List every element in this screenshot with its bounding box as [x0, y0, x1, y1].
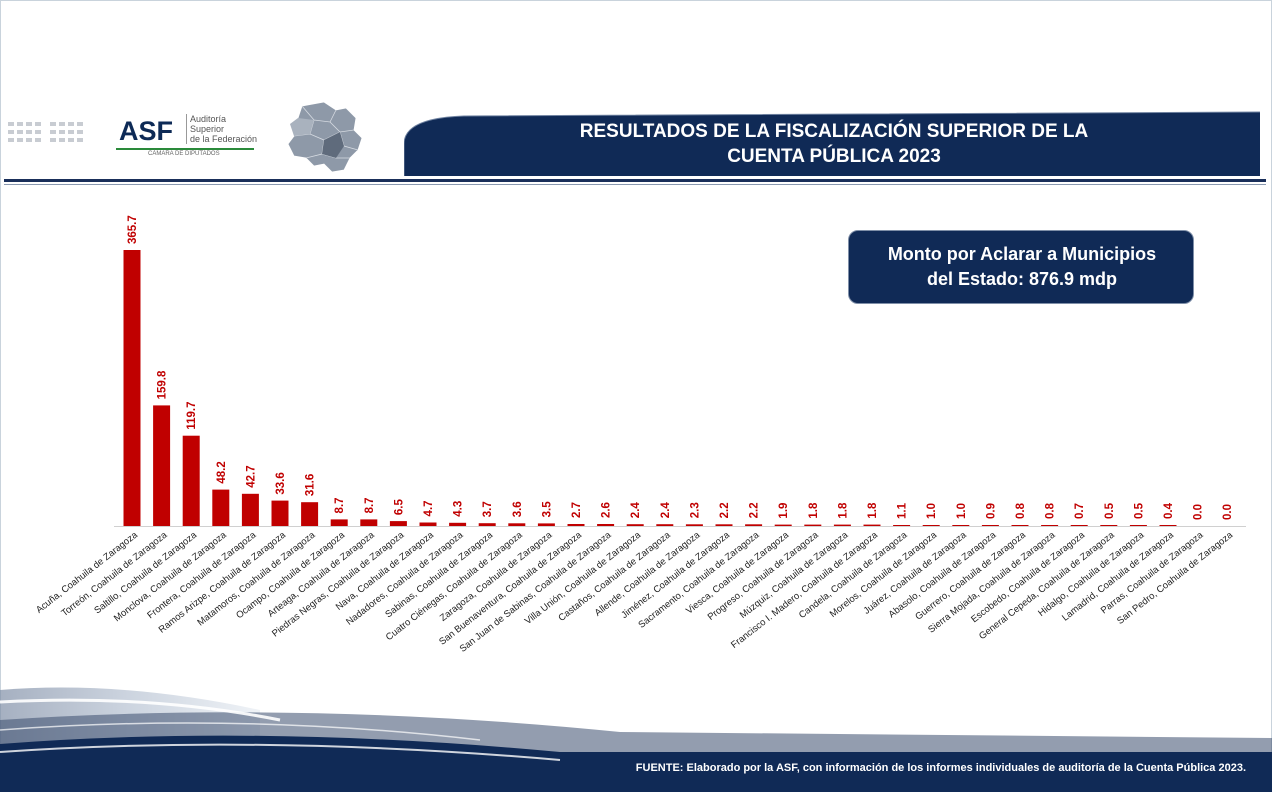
bar	[567, 524, 585, 526]
bar	[981, 525, 999, 526]
data-label: 2.2	[749, 502, 761, 518]
summary-box: Monto por Aclarar a Municipios del Estad…	[848, 230, 1194, 304]
data-label: 4.3	[453, 501, 465, 517]
bar	[241, 493, 259, 526]
data-label: 0.9	[985, 503, 997, 519]
data-label: 2.2	[719, 502, 731, 518]
data-label: 0.0	[1222, 504, 1234, 520]
bar	[597, 524, 615, 526]
asf-logo: ASF Auditoría Superior de la Federación …	[116, 110, 257, 160]
bar	[389, 521, 407, 526]
page-title-line: RESULTADOS DE LA FISCALIZACIÓN SUPERIOR …	[579, 121, 1089, 142]
bar	[685, 524, 703, 526]
bar	[301, 502, 319, 526]
bar	[449, 522, 467, 526]
bar	[715, 524, 733, 526]
bar	[893, 525, 911, 526]
bar	[774, 524, 792, 526]
bar	[745, 524, 763, 526]
data-label: 1.8	[837, 502, 849, 519]
data-label: 1.8	[808, 502, 820, 519]
data-label: 1.8	[867, 502, 879, 519]
data-label: 1.9	[778, 503, 790, 519]
header-divider-thin	[4, 184, 1266, 185]
asf-logo-name-line: Superior	[190, 124, 225, 134]
summary-text: Monto por Aclarar a Municipios del Estad…	[849, 242, 1195, 292]
data-label: 0.4	[1163, 502, 1175, 519]
bar	[656, 524, 674, 526]
bar	[360, 519, 378, 526]
data-label: 1.1	[897, 502, 909, 519]
data-label: 0.8	[1045, 502, 1057, 519]
bar	[626, 524, 644, 526]
data-label: 31.6	[305, 474, 317, 496]
data-label: 0.0	[1193, 504, 1205, 520]
data-label: 4.7	[423, 500, 435, 516]
bar	[952, 525, 970, 526]
data-label: 3.6	[512, 501, 524, 517]
bar	[508, 523, 526, 526]
data-label: 0.5	[1133, 502, 1145, 519]
data-label: 0.8	[1015, 502, 1027, 519]
page-title-line: CUENTA PÚBLICA 2023	[727, 146, 941, 167]
coahuila-map-icon	[287, 101, 363, 173]
data-label: 1.0	[926, 503, 938, 519]
bar	[1041, 525, 1059, 526]
bar	[271, 500, 289, 526]
data-label: 119.7	[186, 402, 198, 430]
bar	[330, 519, 348, 526]
bar	[863, 524, 881, 526]
data-label: 159.8	[157, 370, 169, 399]
data-label: 2.4	[660, 502, 672, 519]
asf-logo-name: Auditoría Superior de la Federación	[186, 114, 257, 144]
bar	[1159, 525, 1177, 526]
data-label: 3.7	[482, 501, 494, 517]
header-divider	[4, 179, 1266, 182]
asf-logo-subtitle: CÁMARA DE DIPUTADOS	[148, 151, 220, 157]
data-label: 365.7	[127, 215, 139, 244]
data-label: 48.2	[216, 461, 228, 483]
data-label: 2.3	[689, 502, 701, 518]
bar	[478, 523, 496, 526]
data-label: 8.7	[364, 497, 376, 513]
data-label: 2.6	[601, 502, 613, 518]
bar	[123, 250, 141, 526]
bar	[833, 524, 851, 526]
source-note: FUENTE: Elaborado por la ASF, con inform…	[635, 762, 1246, 774]
data-label: 6.5	[393, 499, 405, 516]
data-label: 33.6	[275, 472, 287, 494]
bar	[804, 524, 822, 526]
bar	[182, 435, 200, 526]
data-label: 3.5	[541, 501, 553, 518]
summary-line: Monto por Aclarar a Municipios	[887, 244, 1157, 264]
asf-logo-name-line: Auditoría	[190, 114, 227, 124]
data-label: 0.7	[1074, 503, 1086, 519]
bar	[1129, 525, 1147, 526]
summary-line: del Estado: 876.9 mdp	[926, 269, 1118, 289]
bar	[153, 405, 171, 526]
page-title: RESULTADOS DE LA FISCALIZACIÓN SUPERIOR …	[524, 119, 1144, 169]
data-label: 1.0	[956, 503, 968, 519]
title-banner: RESULTADOS DE LA FISCALIZACIÓN SUPERIOR …	[404, 110, 1260, 176]
asf-logo-mark: ASF	[119, 116, 173, 146]
bar	[537, 523, 555, 526]
data-label: 8.7	[334, 497, 346, 513]
asf-logo-name-line: de la Federación	[190, 134, 258, 144]
bar	[419, 522, 437, 526]
data-label: 2.7	[571, 502, 583, 518]
bar	[1011, 525, 1029, 526]
data-label: 0.5	[1104, 502, 1116, 519]
bar	[922, 525, 940, 526]
bar	[1100, 525, 1118, 526]
data-label: 42.7	[245, 465, 257, 487]
bar	[212, 489, 230, 526]
footer-wave	[0, 687, 1272, 792]
data-label: 2.4	[630, 502, 642, 519]
bar	[1070, 525, 1088, 526]
asf-logo-rule	[116, 148, 254, 150]
